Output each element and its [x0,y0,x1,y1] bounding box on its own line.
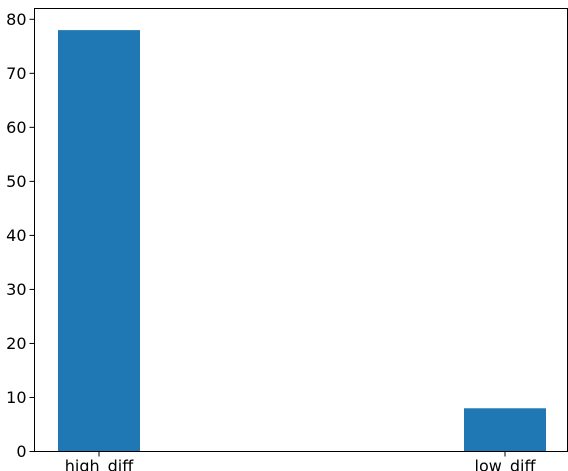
y-tick-label: 70 [6,64,26,83]
bar-high-diff [58,30,140,452]
y-tick-label: 60 [6,118,26,137]
x-axis-ticks: high_diff low_diff [65,451,537,471]
y-tick-label: 80 [6,10,26,29]
bars-group [58,30,546,452]
y-tick-label: 10 [6,388,26,407]
y-tick-label: 50 [6,172,26,191]
bar-low-diff [464,408,546,452]
y-axis-ticks: 0 10 20 30 40 50 60 70 80 [6,10,35,461]
x-tick-label: low_diff [475,457,537,471]
x-tick-label: high_diff [65,457,134,471]
y-tick-label: 20 [6,334,26,353]
y-tick-label: 30 [6,280,26,299]
y-tick-label: 40 [6,226,26,245]
y-tick-label: 0 [16,442,26,461]
